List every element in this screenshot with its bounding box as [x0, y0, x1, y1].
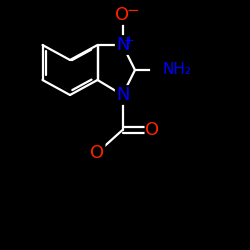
Text: +: +: [124, 34, 134, 47]
Text: O: O: [146, 121, 160, 139]
Text: N: N: [116, 36, 129, 54]
Text: O: O: [90, 144, 104, 162]
Text: O: O: [116, 6, 130, 24]
Text: −: −: [127, 3, 140, 18]
Text: NH₂: NH₂: [162, 62, 192, 78]
Text: N: N: [116, 86, 129, 104]
